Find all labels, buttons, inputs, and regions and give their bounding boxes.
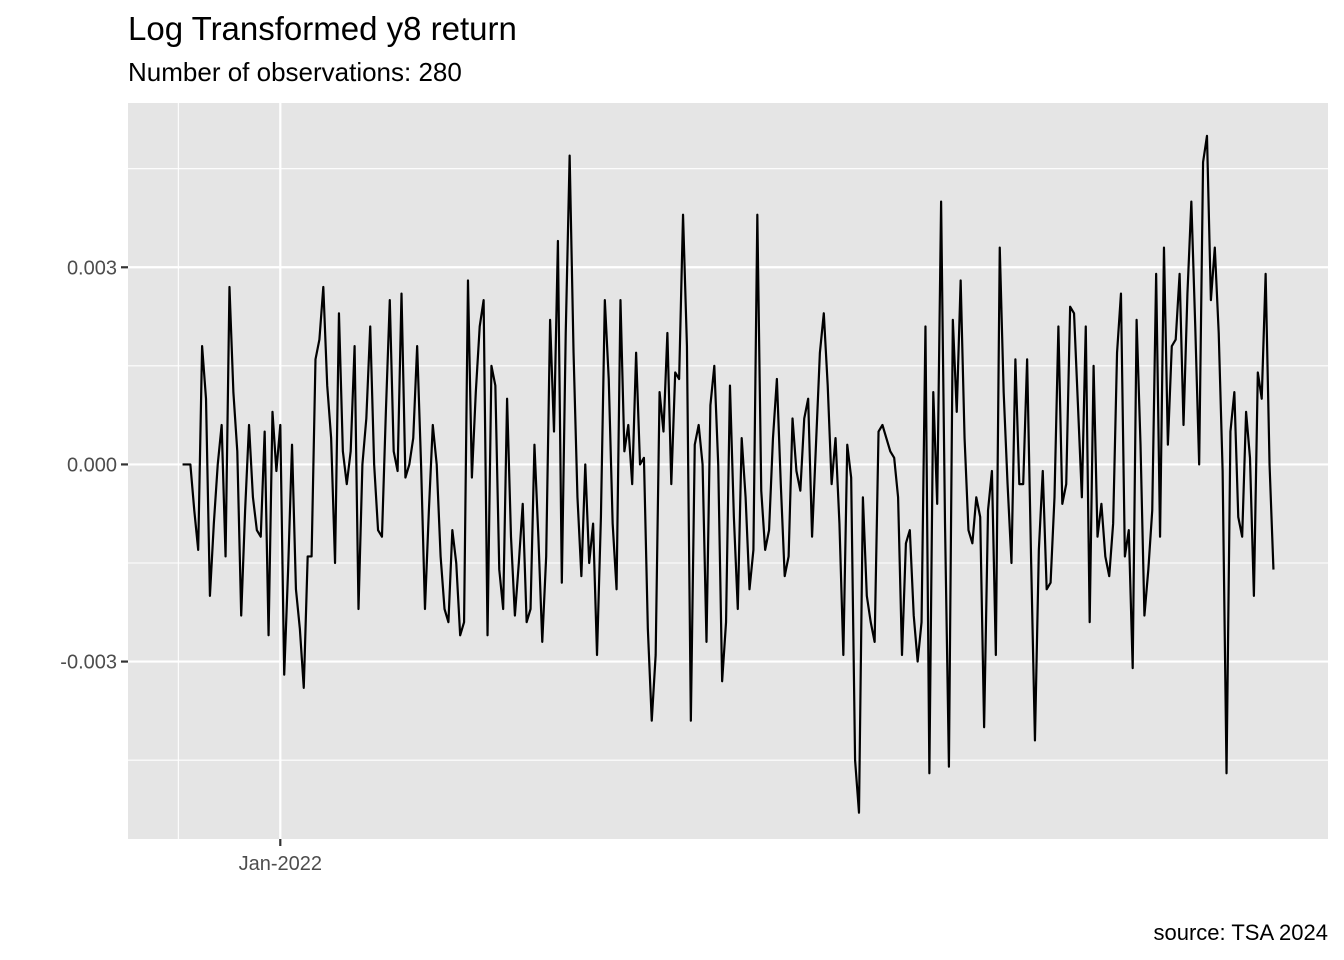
y-tick-label: -0.003 xyxy=(60,652,117,674)
chart-caption: source: TSA 2024 xyxy=(1154,920,1329,945)
chart-subtitle: Number of observations: 280 xyxy=(128,57,462,87)
y-tick-label: 0.003 xyxy=(67,257,117,279)
x-tick-label: Jan-2022 xyxy=(239,853,322,875)
y-axis: 0.003 0.000 -0.003 xyxy=(60,257,128,674)
series-line xyxy=(182,134,1275,814)
chart-title: Log Transformed y8 return xyxy=(128,10,517,47)
x-axis: Jan-2022 xyxy=(239,839,322,875)
y-tick-label: 0.000 xyxy=(67,454,117,476)
